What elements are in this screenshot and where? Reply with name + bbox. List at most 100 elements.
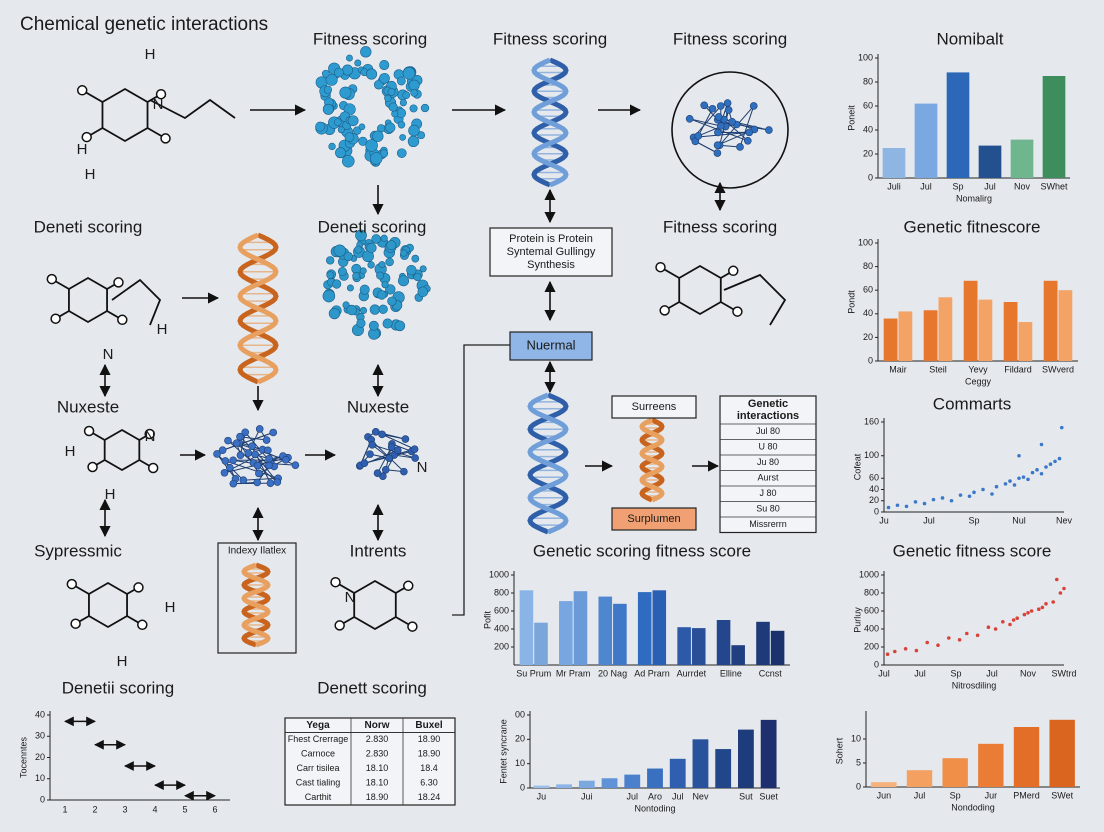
network-node — [700, 101, 709, 110]
box — [217, 542, 297, 654]
protein-bead — [408, 79, 420, 91]
protein-bead — [325, 73, 338, 86]
table-cell: 18.4 — [420, 763, 438, 773]
bar — [978, 299, 993, 361]
scatter-point — [925, 640, 929, 645]
scatter-point — [1058, 591, 1063, 595]
table-cell: 18.10 — [366, 778, 389, 788]
network-edge — [222, 432, 274, 451]
scatter-point — [1017, 453, 1021, 458]
scatter-point — [922, 501, 927, 506]
section-label: Deneti scoring — [34, 217, 143, 236]
bar — [716, 620, 731, 665]
protein-bead — [328, 307, 341, 320]
network-node — [262, 436, 271, 444]
protein-bead — [323, 85, 332, 94]
y-tick-label: 0 — [868, 355, 873, 365]
bar — [938, 297, 953, 361]
scatter-point — [1001, 620, 1005, 624]
x-tick-label: SWet — [1051, 790, 1073, 800]
protein-bead — [379, 60, 390, 71]
y-tick-label: 60 — [869, 473, 879, 483]
atom-label: N — [145, 428, 156, 445]
y-tick-label: 80 — [863, 261, 873, 271]
network-edge — [216, 453, 236, 480]
scatter-point — [1059, 425, 1064, 430]
network-node — [264, 446, 272, 455]
atom-label: N — [417, 459, 428, 476]
network-node — [226, 463, 234, 472]
protein-bead — [352, 126, 362, 135]
scatter-point — [957, 638, 962, 642]
box — [611, 507, 697, 531]
network-edge — [381, 433, 415, 450]
network-node — [743, 136, 752, 145]
table-cell: Su 80 — [756, 504, 780, 514]
scatter-point — [1015, 616, 1019, 620]
network-node — [213, 450, 221, 458]
x-tick-label: 20 Nag — [598, 668, 627, 678]
protein-bead — [402, 91, 411, 100]
table-cell: J 80 — [759, 488, 776, 498]
network-node — [694, 132, 703, 140]
network-node — [236, 432, 244, 441]
table-cell: Carthit — [305, 792, 332, 802]
x-tick-label: Yevy — [968, 364, 988, 374]
protein-bead — [399, 134, 406, 141]
bar — [923, 310, 938, 361]
scatter-point — [895, 503, 900, 508]
x-tick-label: Jul — [914, 668, 926, 678]
bar — [533, 785, 550, 788]
network-node — [266, 479, 275, 487]
table-cell: 18.24 — [418, 792, 441, 802]
protein-bead — [368, 320, 379, 331]
scatter-point — [1037, 607, 1041, 611]
network-node — [685, 115, 694, 123]
protein-bead — [420, 103, 430, 113]
arrows — [99, 104, 726, 616]
network-node — [411, 454, 419, 462]
x-tick-label: Sp — [968, 515, 979, 525]
atom — [117, 314, 128, 326]
helix-strand — [531, 57, 569, 188]
box-label: Surplumen — [627, 513, 680, 525]
atom — [155, 88, 167, 100]
network-edge — [257, 465, 278, 483]
box-label: Protein is Protein — [509, 233, 593, 245]
scatter-point — [1039, 471, 1044, 476]
protein-bead — [407, 135, 420, 148]
y-tick-label: 400 — [864, 623, 879, 633]
scatter-point — [936, 643, 940, 647]
y-tick-label: 100 — [858, 52, 873, 62]
protein-bead — [378, 261, 386, 269]
network-node — [265, 461, 273, 470]
bar — [652, 590, 667, 665]
scatter-point — [986, 625, 991, 629]
x-tick-label: Nev — [692, 791, 709, 801]
x-tick-label: Jul — [986, 668, 998, 678]
table-frame — [719, 395, 817, 534]
scatter-point — [1026, 477, 1030, 482]
protein-bead — [337, 267, 347, 276]
protein-bead — [372, 130, 384, 142]
x-tick-label: Jul — [920, 181, 932, 191]
table-cell: 2.830 — [366, 734, 389, 744]
protein-bead — [339, 86, 352, 99]
protein-bead — [346, 304, 357, 316]
network-node — [255, 425, 264, 433]
y-axis-label: Cofeat — [852, 453, 862, 480]
x-tick-label: Ccnst — [759, 668, 783, 678]
table-cell: 6.30 — [420, 778, 438, 788]
bar — [770, 630, 785, 665]
scatter-point — [1051, 600, 1055, 604]
table-header: Buxel — [415, 720, 442, 731]
y-tick-label: 800 — [864, 587, 879, 597]
protein-bead — [417, 286, 429, 298]
atom-label: H — [105, 486, 116, 503]
protein-bead — [387, 88, 396, 96]
bar — [598, 596, 613, 665]
atom — [70, 618, 81, 629]
x-tick-label: Aurrdet — [677, 668, 707, 678]
x-tick-label: Aro — [648, 791, 662, 801]
bar — [963, 280, 978, 361]
